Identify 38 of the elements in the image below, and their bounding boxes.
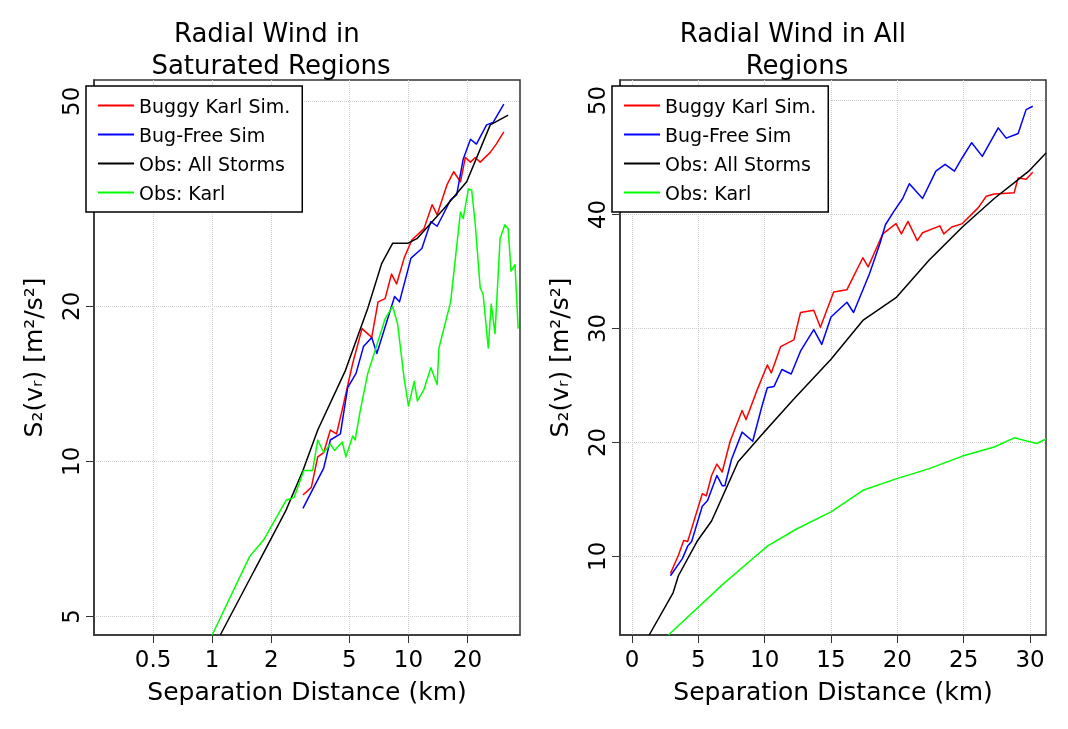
y-tick-label: 10 xyxy=(57,446,84,476)
x-axis-title: Separation Distance (km) xyxy=(673,677,993,706)
legend-label: Obs: All Storms xyxy=(665,152,811,175)
legend-label: Buggy Karl Sim. xyxy=(665,94,817,117)
x-tick-label: 20 xyxy=(452,645,483,672)
x-tick-label: 5 xyxy=(342,645,357,672)
legend-label: Buggy Karl Sim. xyxy=(139,94,291,117)
legend-label: Obs: All Storms xyxy=(139,152,285,175)
x-tick-label: 30 xyxy=(1015,645,1045,672)
legend-label: Bug-Free Sim xyxy=(665,123,792,146)
x-tick-label: 10 xyxy=(750,645,780,672)
legend-label: Obs: Karl xyxy=(665,181,752,204)
line-series xyxy=(648,152,1047,636)
legend-label: Bug-Free Sim xyxy=(139,123,266,146)
line-series xyxy=(667,437,1047,636)
x-tick-label: 20 xyxy=(882,645,913,672)
y-tick-label: 10 xyxy=(583,541,610,572)
y-tick-label: 50 xyxy=(57,86,84,116)
y-tick-label: 20 xyxy=(583,427,610,458)
x-tick-label: 5 xyxy=(690,645,706,672)
x-tick-label: 25 xyxy=(949,645,979,672)
y-tick-label: 5 xyxy=(57,609,84,624)
y-tick-label: 20 xyxy=(57,291,84,321)
x-axis-title: Separation Distance (km) xyxy=(147,677,467,706)
x-tick-label: 1 xyxy=(204,645,220,672)
y-tick-label: 50 xyxy=(583,85,610,116)
chart-title: Radial Wind in Saturated Regions xyxy=(151,18,391,80)
y-axis-title: S₂(vᵣ) [m²/s²] xyxy=(19,277,48,438)
legend-label: Obs: Karl xyxy=(139,181,226,204)
x-tick-label: 0 xyxy=(624,645,640,672)
x-tick-label: 15 xyxy=(816,645,846,672)
y-axis-title: S₂(vᵣ) [m²/s²] xyxy=(545,277,574,438)
y-tick-label: 30 xyxy=(583,313,610,344)
x-tick-label: 10 xyxy=(393,645,424,672)
y-tick-label: 40 xyxy=(583,199,610,230)
chart-title: Radial Wind in All Regions xyxy=(679,18,915,80)
x-tick-label: 2 xyxy=(263,645,279,672)
x-tick-label: 0.5 xyxy=(134,645,172,672)
